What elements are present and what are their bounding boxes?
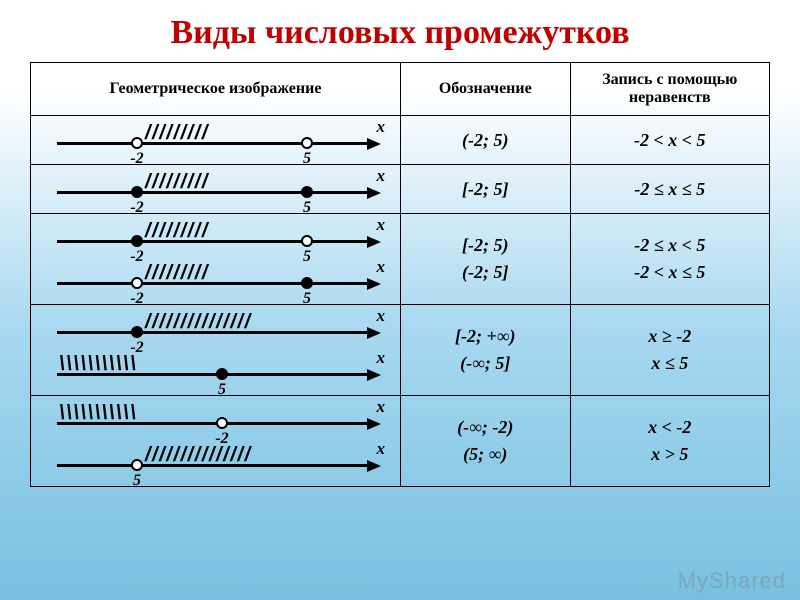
axis-line xyxy=(57,191,369,194)
page-title: Виды числовых промежутков xyxy=(0,0,800,62)
table-row: x / / / / / / / / / -2 5 [-2; 5] -2 ≤ x … xyxy=(31,165,770,214)
arrow-icon xyxy=(367,418,381,430)
notation-cell: [-2; 5] xyxy=(400,165,570,214)
point-open xyxy=(301,235,313,247)
arrow-icon xyxy=(367,460,381,472)
tick-label: 5 xyxy=(133,472,141,490)
arrow-icon xyxy=(367,369,381,381)
arrow-icon xyxy=(367,138,381,150)
point-open xyxy=(131,137,143,149)
geo-cell: x / / / / / / / / / -2 5 xyxy=(31,165,401,214)
inequality-text: x > 5 xyxy=(575,444,765,465)
inequality-cell: -2 ≤ x ≤ 5 xyxy=(570,165,769,214)
point-closed xyxy=(301,277,313,289)
inequality-cell: -2 < x < 5 xyxy=(570,116,769,165)
header-geo: Геометрическое изображение xyxy=(31,63,401,116)
notation-text: [-2; +∞) xyxy=(405,326,566,347)
inequality-text: -2 ≤ x < 5 xyxy=(575,235,765,256)
tick-label: -2 xyxy=(130,150,143,168)
notation-cell: [-2; 5) (-2; 5] xyxy=(400,214,570,305)
tick-label: 5 xyxy=(303,199,311,217)
tick-label: -2 xyxy=(130,290,143,308)
arrow-icon xyxy=(367,278,381,290)
table-row: x / / / / / / / / / / / / / / / -2 x \ \… xyxy=(31,305,770,396)
x-label: x xyxy=(377,215,386,235)
x-label: x xyxy=(377,257,386,277)
table-row: x / / / / / / / / / -2 5 (-2; 5) -2 < x … xyxy=(31,116,770,165)
notation-text: (-∞; 5] xyxy=(405,353,566,374)
number-line: x / / / / / / / / / / / / / / / -2 xyxy=(37,309,387,349)
point-open xyxy=(131,459,143,471)
geo-cell: x / / / / / / / / / / / / / / / -2 x \ \… xyxy=(31,305,401,396)
inequality-text: x ≤ 5 xyxy=(575,353,765,374)
hatch-region: / / / / / / / / / / / / / / / xyxy=(145,448,248,462)
point-open xyxy=(216,417,228,429)
inequality-cell: -2 ≤ x < 5 -2 < x ≤ 5 xyxy=(570,214,769,305)
axis-line xyxy=(57,142,369,145)
tick-label: 5 xyxy=(303,290,311,308)
inequality-cell: x ≥ -2 x ≤ 5 xyxy=(570,305,769,396)
x-label: x xyxy=(377,439,386,459)
arrow-icon xyxy=(367,236,381,248)
notation-text: (5; ∞) xyxy=(405,444,566,465)
inequality-cell: x < -2 x > 5 xyxy=(570,396,769,487)
hatch-region: \ \ \ \ \ \ \ \ \ \ \ xyxy=(59,406,134,420)
point-open xyxy=(131,277,143,289)
notation-text: (-2; 5] xyxy=(405,262,566,283)
hatch-region: / / / / / / / / / xyxy=(145,224,205,238)
notation-cell: [-2; +∞) (-∞; 5] xyxy=(400,305,570,396)
hatch-region: / / / / / / / / / xyxy=(145,266,205,280)
geo-cell: x \ \ \ \ \ \ \ \ \ \ \ -2 x / / / / / /… xyxy=(31,396,401,487)
x-label: x xyxy=(377,117,386,137)
hatch-region: \ \ \ \ \ \ \ \ \ \ \ xyxy=(59,357,134,371)
point-closed xyxy=(131,326,143,338)
point-closed xyxy=(131,235,143,247)
notation-cell: (-2; 5) xyxy=(400,116,570,165)
point-closed xyxy=(301,186,313,198)
x-label: x xyxy=(377,166,386,186)
x-label: x xyxy=(377,348,386,368)
number-line: x / / / / / / / / / -2 5 xyxy=(37,218,387,258)
watermark: MyShared xyxy=(678,568,786,594)
number-line: x / / / / / / / / / -2 5 xyxy=(37,120,387,160)
inequality-text: -2 < x ≤ 5 xyxy=(575,262,765,283)
inequality-text: x < -2 xyxy=(575,417,765,438)
inequality-text: x ≥ -2 xyxy=(575,326,765,347)
header-notation: Обозначение xyxy=(400,63,570,116)
header-inequality: Запись с помощью неравенств xyxy=(570,63,769,116)
arrow-icon xyxy=(367,327,381,339)
geo-cell: x / / / / / / / / / -2 5 xyxy=(31,116,401,165)
number-line: x / / / / / / / / / -2 5 xyxy=(37,260,387,300)
tick-label: 5 xyxy=(218,381,226,399)
point-closed xyxy=(216,368,228,380)
point-open xyxy=(301,137,313,149)
tick-label: -2 xyxy=(130,199,143,217)
x-label: x xyxy=(377,397,386,417)
geo-cell: x / / / / / / / / / -2 5 x / / / / / / /… xyxy=(31,214,401,305)
number-line: x \ \ \ \ \ \ \ \ \ \ \ -2 xyxy=(37,400,387,440)
hatch-region: / / / / / / / / / / / / / / / xyxy=(145,315,248,329)
intervals-table: Геометрическое изображение Обозначение З… xyxy=(30,62,770,487)
table-row: x / / / / / / / / / -2 5 x / / / / / / /… xyxy=(31,214,770,305)
hatch-region: / / / / / / / / / xyxy=(145,126,205,140)
axis-line xyxy=(57,282,369,285)
number-line: x \ \ \ \ \ \ \ \ \ \ \ 5 xyxy=(37,351,387,391)
hatch-region: / / / / / / / / / xyxy=(145,175,205,189)
x-label: x xyxy=(377,306,386,326)
arrow-icon xyxy=(367,187,381,199)
table-row: x \ \ \ \ \ \ \ \ \ \ \ -2 x / / / / / /… xyxy=(31,396,770,487)
tick-label: 5 xyxy=(303,150,311,168)
notation-cell: (-∞; -2) (5; ∞) xyxy=(400,396,570,487)
number-line: x / / / / / / / / / / / / / / / 5 xyxy=(37,442,387,482)
number-line: x / / / / / / / / / -2 5 xyxy=(37,169,387,209)
notation-text: [-2; 5) xyxy=(405,235,566,256)
header-row: Геометрическое изображение Обозначение З… xyxy=(31,63,770,116)
point-closed xyxy=(131,186,143,198)
axis-line xyxy=(57,240,369,243)
notation-text: (-∞; -2) xyxy=(405,417,566,438)
